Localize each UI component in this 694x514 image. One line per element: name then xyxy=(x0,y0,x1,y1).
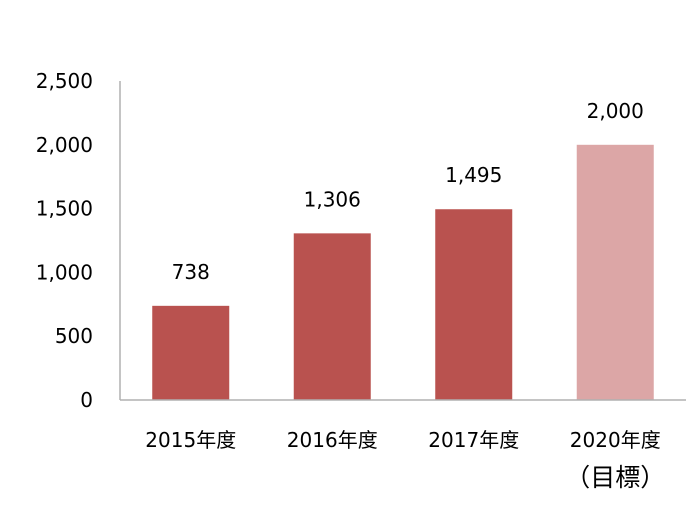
x-category-label: 2015年度 xyxy=(145,428,236,452)
x-axis-labels: 2015年度 2016年度 2017年度 2020年度 （目標） xyxy=(145,428,665,492)
y-tick-label: 2,000 xyxy=(36,133,93,157)
y-tick-label: 500 xyxy=(55,324,93,348)
bar xyxy=(435,209,513,400)
bar-value-label: 1,495 xyxy=(445,163,502,187)
y-tick-label: 1,500 xyxy=(36,197,93,221)
bar-value-label: 2,000 xyxy=(587,99,644,123)
x-category-label: 2017年度 xyxy=(428,428,519,452)
y-axis-ticks: 0 500 1,000 1,500 2,000 2,500 xyxy=(36,69,93,412)
bar-value-label: 738 xyxy=(172,260,210,284)
x-category-label: 2016年度 xyxy=(287,428,378,452)
y-tick-label: 1,000 xyxy=(36,260,93,284)
bars-group xyxy=(152,144,654,400)
value-labels-group: 738 1,306 1,495 2,000 xyxy=(172,99,644,284)
y-tick-label: 2,500 xyxy=(36,69,93,93)
bar xyxy=(576,144,654,400)
x-category-sublabel: （目標） xyxy=(565,463,665,492)
bar-value-label: 1,306 xyxy=(304,187,361,211)
bar xyxy=(293,233,371,400)
bar xyxy=(152,305,230,400)
x-category-label: 2020年度 xyxy=(570,428,661,452)
y-tick-label: 0 xyxy=(80,388,93,412)
